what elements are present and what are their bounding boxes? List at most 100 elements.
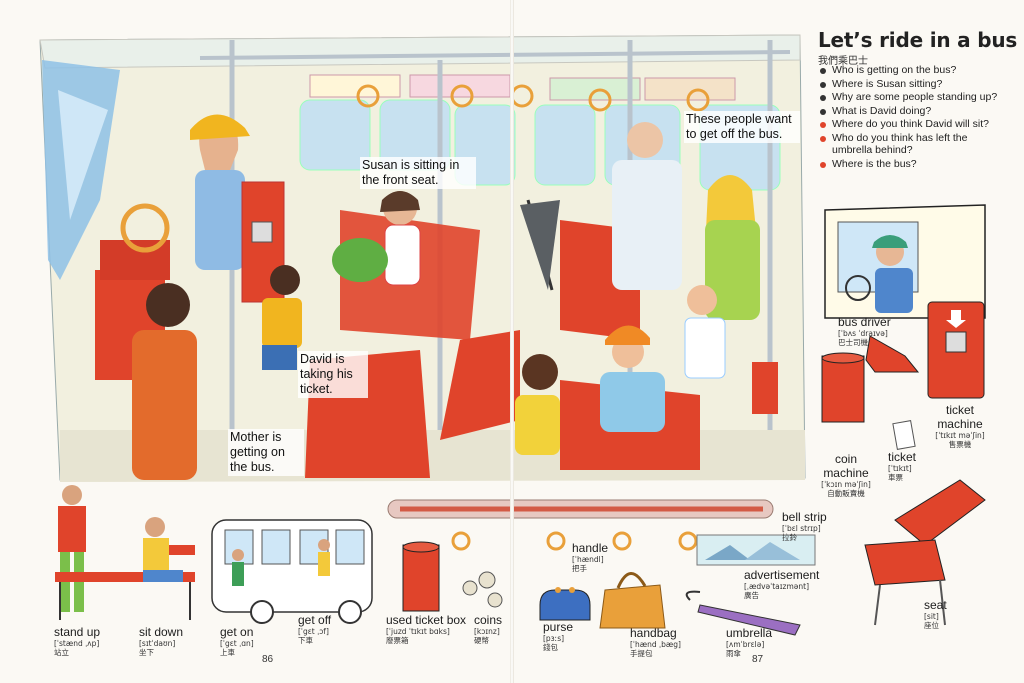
question-item: Why are some people standing up? [818,91,1008,104]
vocab-handle: handle [ˈhændl] 把手 [572,541,608,573]
question-item: Where is Susan sitting? [818,78,1008,91]
vocab-word: get off [298,613,332,627]
vocab-word: handbag [630,626,677,640]
vocab-phonetic: [ˈtɪkɪt məˈʃin] [935,431,985,440]
vocab-word: get on [220,625,254,639]
vocab-bus-driver: bus driver [ˈbʌs ˈdraɪvə] 巴士司機 [838,315,891,347]
vocab-word: advertisement [744,568,820,582]
handbag-illustration [599,572,666,629]
question-text: Who is getting on the bus? [832,64,957,76]
question-item: Where is the bus? [818,158,1008,171]
coin-machine-illustration [821,335,920,423]
bus-interior-scene [39,34,806,482]
vocab-advertisement: advertisement [ˌædvəˈtaɪzmənt] 廣告 [744,568,819,600]
vocab-chinese: 手提包 [630,649,653,658]
question-text: Where do you think David will sit? [832,118,989,130]
ticket-machine-illustration [927,301,985,399]
question-item: Where do you think David will sit? [818,118,1008,131]
vocab-get-off: get off [ˈgɛt ˌɔf] 下車 [298,613,331,645]
question-list: Who is getting on the bus? Where is Susan… [818,64,1008,171]
page-title: Let’s ride in a bus [818,28,1018,52]
page-subtitle: 我們乘巴士 [818,56,868,67]
vocab-word: used ticket box [386,613,467,627]
vocab-phonetic: [ˌædvəˈtaɪzmənt] [744,582,810,591]
vocab-ticket: ticket [ˈtɪkɪt] 車票 [888,450,916,482]
vocab-word: purse [543,620,574,634]
vocab-chinese: 站立 [54,648,69,657]
callout-david: David is taking his ticket. [298,351,368,398]
used-ticket-box-illustration [402,541,440,612]
ticket-illustration [892,420,916,450]
vocab-chinese: 拉鈴 [782,533,797,542]
vocab-chinese: 把手 [572,564,587,573]
vocab-phonetic: [ˈhændl] [572,555,604,564]
vocab-chinese: 雨傘 [726,649,741,658]
sit-down-illustration [143,517,183,582]
bullet-dot-icon [820,122,826,128]
umbrella-illustration [685,590,801,636]
bullet-dot-icon [820,68,826,74]
vocab-word: coins [474,613,503,627]
question-item: Who do you think has left the umbrella b… [818,132,1008,157]
question-text: Why are some people standing up? [832,91,998,103]
bullet-dot-icon [820,135,826,142]
question-item: Who is getting on the bus? [818,64,1008,77]
vocab-umbrella: umbrella [ʌmˈbrɛlə] 雨傘 [726,626,772,658]
vocab-phonetic: [ˈhænd ˌbæg] [630,640,681,649]
page-number-left: 86 [262,654,274,665]
vocab-phonetic: [ˈtɪkɪt] [888,464,912,473]
coins-illustration [462,571,503,608]
callout-susan: Susan is sitting in the front seat. [360,157,476,189]
bus-driver-illustration [824,204,986,319]
vocab-phonetic: [ˈgɛt ˌɑn] [220,639,254,648]
book-fold [510,0,514,683]
vocab-ticket-machine: ticket machine [ˈtɪkɪt məˈʃin] 售票機 [930,403,990,449]
vocab-chinese: 售票機 [948,440,972,449]
vocab-word: bell strip [782,510,827,524]
advertisement-illustration [696,534,816,566]
question-text: What is David doing? [832,104,932,117]
vocab-chinese: 廢票箱 [386,636,409,645]
question-text: Where is Susan sitting? [832,77,943,90]
purse-illustration [539,587,591,621]
vocab-phonetic: [ˈbɛl strɪp] [782,524,821,533]
vocab-phonetic: [ˈgɛt ˌɔf] [298,627,329,636]
callout-mother: Mother is getting on the bus. [228,429,304,476]
vocab-chinese: 坐下 [139,648,154,657]
vocab-sit-down: sit down [sɪtˈdaʊn] 坐下 [139,625,183,657]
vocab-chinese: 座位 [924,621,939,630]
callout-people-off: These people want to get off the bus. [684,111,800,143]
vocab-coins: coins [kɔɪnz] 硬幣 [474,613,502,645]
vocab-bell-strip: bell strip [ˈbɛl strɪp] 拉鈴 [782,510,827,542]
vocab-phonetic: [ˈbʌs ˈdraɪvə] [838,329,888,338]
handle-rings-illustration [451,531,698,551]
vocab-phonetic: [sit] [924,612,939,621]
vocab-chinese: 硬幣 [474,636,489,645]
vocab-word: coin machine [823,452,869,480]
vocab-chinese: 車票 [888,473,903,482]
vocab-chinese: 廣告 [744,591,759,600]
vocab-word: handle [572,541,609,555]
bell-strip-illustration [387,499,774,519]
bench-illustration [55,545,195,620]
vocab-word: bus driver [838,315,891,329]
vocab-phonetic: [ˈjuzd ˈtɪkɪt bɑks] [386,627,450,636]
vocab-phonetic: [kɔɪnz] [474,627,500,636]
seat-illustration [864,479,986,626]
vocab-word: umbrella [726,626,773,640]
page-number-right: 87 [752,654,764,665]
vocab-chinese: 自動販賣機 [827,489,865,498]
vocab-seat: seat [sit] 座位 [924,598,947,630]
vocab-phonetic: [ˈkɔɪn məˈʃin] [821,480,871,489]
vocab-phonetic: [ʌmˈbrɛlə] [726,640,765,649]
bullet-dot-icon [820,81,826,88]
bullet-dot-icon [820,161,826,168]
question-text: Who do you think has left the umbrella b… [832,131,968,157]
vocab-purse: purse [pɜːs] 錢包 [543,620,573,652]
vocab-stand-up: stand up [ˈstænd ˌʌp] 站立 [54,625,100,657]
vocab-word: ticket machine [937,403,983,431]
vocab-chinese: 上車 [220,648,235,657]
vocab-word: sit down [139,625,184,639]
